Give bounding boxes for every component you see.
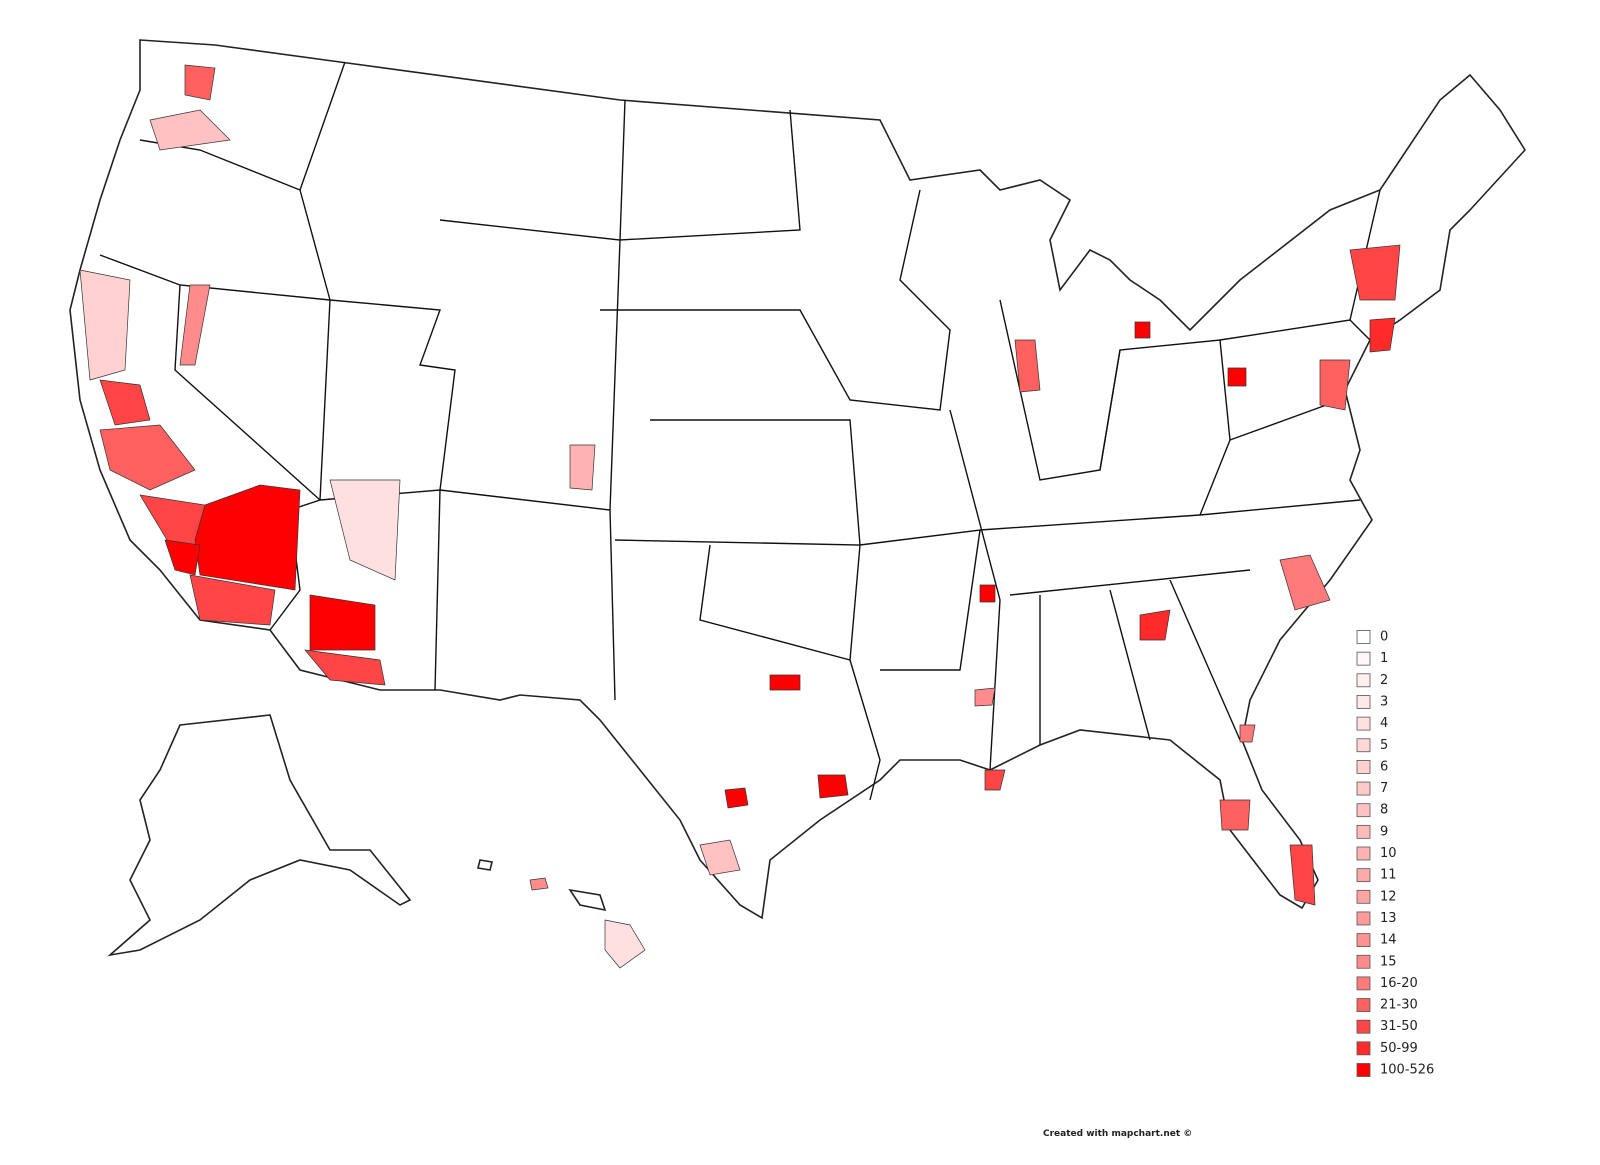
- legend-swatch: [1356, 846, 1371, 861]
- legend-label: 9: [1380, 824, 1388, 839]
- legend-label: 21-30: [1380, 998, 1418, 1013]
- legend-label: 50-99: [1380, 1041, 1418, 1056]
- county-region: [1014, 339, 1041, 393]
- county-region: [1289, 844, 1316, 906]
- county-region: [817, 774, 849, 799]
- county-region: [769, 674, 801, 691]
- county-region: [724, 787, 749, 809]
- state-line: [619, 99, 801, 241]
- county-region: [179, 284, 211, 366]
- legend-swatch: [1356, 998, 1371, 1012]
- legend-label: 8: [1380, 803, 1388, 818]
- legend-label: 15: [1380, 954, 1397, 969]
- legend-swatch: [1356, 1063, 1371, 1077]
- legend-label: 31-50: [1380, 1019, 1418, 1034]
- county-region: [1219, 799, 1251, 831]
- state-line: [329, 299, 456, 491]
- hawaii: [477, 859, 493, 871]
- legend-swatch: [1356, 695, 1371, 709]
- legend-label: 14: [1380, 933, 1397, 948]
- county-region: [99, 424, 196, 491]
- legend-label: 3: [1380, 694, 1388, 709]
- county-region: [1139, 609, 1171, 641]
- state-line: [859, 529, 981, 671]
- credit: Created with mapchart.net ©: [1043, 1129, 1192, 1139]
- legend-swatch: [1356, 868, 1371, 883]
- county-region: [1227, 367, 1247, 387]
- legend-swatch: [1356, 976, 1371, 991]
- legend-swatch: [1356, 738, 1371, 753]
- state-line: [600, 189, 951, 411]
- legend-swatch: [1356, 803, 1371, 818]
- county-region: [979, 584, 996, 603]
- contiguous-us: [69, 39, 1527, 920]
- legend-label: 10: [1380, 846, 1397, 861]
- state-line: [174, 284, 321, 501]
- state-line: [1229, 399, 1341, 441]
- county-region: [194, 484, 301, 591]
- county-region: [699, 839, 741, 876]
- county-region: [1134, 321, 1151, 339]
- legend-swatch: [1356, 824, 1371, 839]
- legend-label: 13: [1380, 911, 1397, 926]
- legend-label: 11: [1380, 868, 1397, 883]
- county-region: [329, 479, 401, 581]
- legend-swatch: [1356, 954, 1371, 969]
- legend-label: 1: [1380, 651, 1388, 666]
- county-region: [309, 594, 376, 651]
- county-region: [1349, 244, 1401, 301]
- county-region: [569, 444, 596, 491]
- legend-label: 16-20: [1380, 976, 1418, 991]
- legend-swatch: [1356, 630, 1371, 644]
- county-region: [79, 269, 131, 381]
- county-region: [99, 379, 151, 426]
- legend-swatch: [1356, 889, 1371, 904]
- alaska: [107, 714, 412, 957]
- county-region: [304, 649, 386, 686]
- county-region: [974, 687, 996, 707]
- legend-swatch: [1356, 673, 1371, 688]
- legend-swatch: [1356, 1041, 1371, 1056]
- state-line: [1109, 589, 1151, 741]
- legend-label: 12: [1380, 889, 1397, 904]
- legend-swatch: [1356, 911, 1371, 926]
- state-line: [299, 61, 346, 191]
- legend-swatch: [1356, 651, 1371, 666]
- legend-label: 2: [1380, 673, 1388, 688]
- county-region: [1319, 359, 1351, 411]
- legend-swatch: [1356, 760, 1371, 774]
- legend-swatch: [1356, 933, 1371, 947]
- hawaii-maui: [568, 888, 607, 912]
- legend-swatch: [1356, 716, 1371, 731]
- state-line: [849, 659, 881, 801]
- state-line: [1169, 579, 1241, 741]
- legend-label: 100-526: [1380, 1063, 1434, 1078]
- county-region: [984, 769, 1006, 791]
- hawaii-big-island: [604, 919, 646, 969]
- county-region: [189, 574, 276, 626]
- state-line: [650, 419, 861, 546]
- county-region: [149, 109, 231, 151]
- county-region: [1369, 317, 1396, 353]
- county-clusters: [79, 64, 1401, 906]
- legend-label: 5: [1380, 738, 1388, 753]
- state-line: [949, 409, 1001, 771]
- state-line: [1009, 569, 1251, 596]
- legend-swatch: [1356, 781, 1371, 796]
- legend-label: 0: [1380, 630, 1388, 645]
- legend-label: 7: [1380, 781, 1388, 796]
- hawaii-oahu: [529, 877, 549, 891]
- county-region: [1279, 554, 1331, 611]
- county-region: [184, 64, 216, 101]
- legend-swatch: [1356, 1019, 1371, 1034]
- legend: 012345678910111213141516-2021-3031-5050-…: [1356, 630, 1434, 1078]
- county-region: [1239, 724, 1256, 743]
- legend-label: 4: [1380, 716, 1388, 731]
- legend-label: 6: [1380, 759, 1388, 774]
- county-region: [164, 539, 201, 576]
